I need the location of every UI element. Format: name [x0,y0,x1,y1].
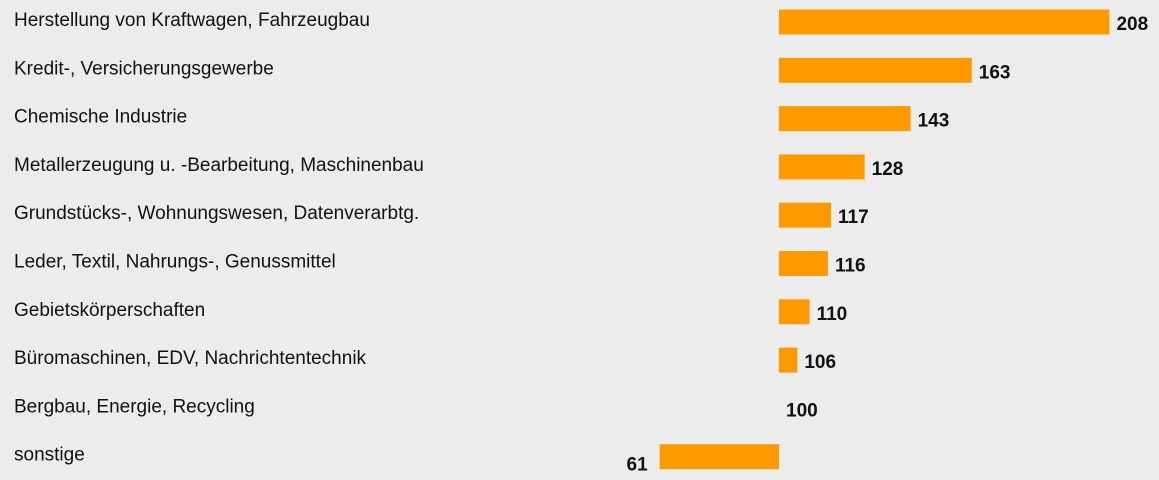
bar [659,444,779,470]
bar [779,106,911,132]
value-label: 61 [627,455,649,475]
value-label: 143 [918,111,950,132]
category-label: Gebietskörperschaften [14,300,205,321]
category-label: sonstige [14,445,85,466]
value-label: 100 [786,400,818,421]
category-label: Chemische Industrie [14,107,187,128]
value-label: 110 [817,304,848,325]
category-label: Büromaschinen, EDV, Nachrichtentechnik [14,348,367,369]
bar [779,251,828,276]
category-label: Herstellung von Kraftwagen, Fahrzeugbau [14,10,370,31]
category-label: Bergbau, Energie, Recycling [14,396,255,417]
value-label: 116 [835,256,866,277]
value-label: 128 [872,159,904,180]
category-label: Leder, Textil, Nahrungs-, Genussmittel [14,252,336,273]
bar [779,202,832,228]
value-label: 208 [1116,14,1148,35]
category-label: Grundstücks-, Wohnungswesen, Datenverarb… [14,203,419,224]
category-label: Kredit-, Versicherungsgewerbe [14,58,274,79]
bar [779,9,1110,35]
category-label: Metallerzeugung u. -Bearbeitung, Maschin… [14,155,424,176]
bar [779,299,810,325]
bar [779,57,972,83]
value-label: 163 [979,62,1011,83]
value-label: 106 [804,352,836,373]
bar [779,347,798,373]
bar [779,154,865,180]
value-label: 117 [838,207,869,228]
